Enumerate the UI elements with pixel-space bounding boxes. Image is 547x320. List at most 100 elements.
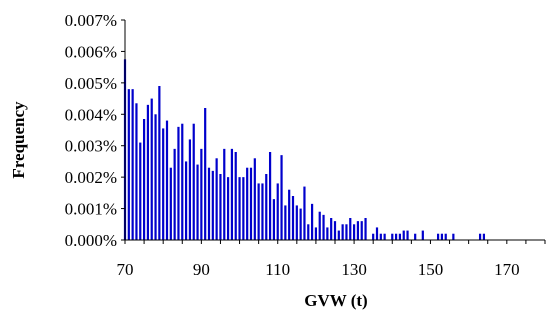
histogram-bar bbox=[196, 164, 199, 240]
histogram-bar bbox=[394, 233, 398, 240]
histogram-bar bbox=[204, 108, 207, 240]
histogram-bar bbox=[211, 170, 214, 240]
histogram-bar bbox=[383, 233, 386, 240]
histogram-bar bbox=[299, 208, 302, 240]
histogram-bar bbox=[154, 114, 157, 240]
histogram-bar bbox=[238, 177, 241, 240]
histogram-bar bbox=[150, 98, 153, 240]
histogram-bar bbox=[322, 214, 325, 240]
histogram-bar bbox=[364, 218, 367, 240]
histogram-bar bbox=[219, 174, 222, 240]
histogram-bar bbox=[436, 233, 440, 240]
histogram-bar bbox=[414, 233, 417, 240]
histogram-bar bbox=[349, 218, 352, 240]
axes bbox=[121, 19, 546, 244]
histogram-bar bbox=[246, 167, 249, 240]
histogram-bar bbox=[230, 148, 234, 240]
histogram-bar bbox=[326, 227, 329, 240]
y-tick-label: 0.004% bbox=[65, 105, 117, 124]
histogram-bar bbox=[345, 224, 348, 240]
x-tick-label: 150 bbox=[418, 260, 444, 279]
histogram-bar bbox=[268, 152, 272, 240]
x-tick-label: 90 bbox=[193, 260, 210, 279]
histogram-bar bbox=[226, 177, 230, 240]
histogram-bar bbox=[215, 158, 218, 240]
histogram-bar bbox=[139, 142, 142, 240]
histogram-bar bbox=[131, 89, 134, 240]
histogram-bar bbox=[452, 233, 455, 240]
y-tick-label: 0.001% bbox=[65, 200, 117, 219]
histogram-bar bbox=[261, 183, 264, 240]
histogram-bar bbox=[127, 89, 130, 240]
histogram-bar bbox=[184, 161, 188, 240]
histogram-bar bbox=[257, 183, 260, 240]
histogram-bar bbox=[284, 205, 287, 240]
histogram-bar bbox=[341, 224, 344, 240]
histogram-bar bbox=[249, 167, 253, 240]
histogram-bar bbox=[478, 233, 482, 240]
y-tick-label: 0.000% bbox=[65, 231, 117, 250]
histogram-bar bbox=[402, 230, 405, 240]
histogram-bar bbox=[379, 233, 382, 240]
histogram-bars bbox=[123, 59, 486, 240]
histogram-bar bbox=[253, 158, 256, 240]
histogram-bar bbox=[333, 221, 337, 240]
histogram-bar bbox=[200, 148, 203, 240]
histogram-bar bbox=[352, 224, 356, 240]
histogram-bar bbox=[280, 155, 283, 240]
histogram-bar bbox=[272, 199, 276, 240]
histogram-bar bbox=[207, 167, 211, 240]
histogram-bar bbox=[223, 148, 226, 240]
histogram-bar bbox=[391, 233, 394, 240]
histogram-bar bbox=[291, 196, 295, 240]
y-axis-title: Frequency bbox=[9, 101, 28, 179]
histogram-bar bbox=[276, 183, 279, 240]
y-tick-label: 0.002% bbox=[65, 168, 117, 187]
y-axis-tick-labels: 0.000% 0.001% 0.002% 0.003% 0.004% 0.005% 0.00… bbox=[65, 11, 117, 250]
histogram-bar bbox=[162, 128, 165, 240]
histogram-bar bbox=[375, 227, 379, 240]
histogram-bar bbox=[169, 167, 172, 240]
histogram-bar bbox=[444, 233, 447, 240]
histogram-bar bbox=[158, 86, 161, 240]
histogram-bar bbox=[242, 177, 245, 240]
histogram-bar bbox=[330, 218, 333, 240]
y-tick-label: 0.003% bbox=[65, 137, 117, 156]
histogram-bar bbox=[177, 126, 180, 240]
histogram-bar bbox=[310, 203, 314, 240]
histogram-bar bbox=[440, 233, 444, 240]
histogram-bar bbox=[192, 123, 195, 240]
x-tick-label: 110 bbox=[265, 260, 290, 279]
histogram-bar bbox=[360, 221, 363, 240]
histogram-bar bbox=[307, 224, 310, 240]
histogram-bar bbox=[398, 233, 402, 240]
histogram-bar bbox=[288, 189, 291, 240]
y-tick-label: 0.005% bbox=[65, 74, 117, 93]
histogram-bar bbox=[142, 119, 146, 240]
histogram-bar bbox=[421, 230, 424, 240]
histogram-bar bbox=[173, 148, 176, 240]
x-axis-tick-labels: 70 90 110 130 150 170 bbox=[117, 260, 520, 279]
x-tick-label: 130 bbox=[341, 260, 367, 279]
y-tick-label: 0.007% bbox=[65, 11, 117, 30]
x-tick-label: 70 bbox=[117, 260, 134, 279]
histogram-bar bbox=[295, 205, 298, 240]
histogram-bar bbox=[314, 227, 318, 240]
histogram-bar bbox=[303, 186, 306, 240]
histogram-bar bbox=[265, 174, 268, 240]
histogram-bar bbox=[135, 103, 138, 240]
x-tick-label: 170 bbox=[494, 260, 520, 279]
histogram-bar bbox=[337, 230, 340, 240]
histogram-bar bbox=[165, 120, 169, 240]
histogram-bar bbox=[318, 211, 321, 240]
histogram-bar bbox=[372, 233, 375, 240]
histogram-bar bbox=[181, 123, 184, 240]
histogram-bar bbox=[146, 104, 150, 240]
histogram-bar bbox=[234, 152, 237, 240]
x-axis-title: GVW (t) bbox=[304, 291, 367, 310]
histogram-bar bbox=[188, 139, 192, 240]
histogram-bar bbox=[482, 233, 486, 240]
histogram-bar bbox=[356, 221, 360, 240]
histogram-bar bbox=[406, 230, 409, 240]
